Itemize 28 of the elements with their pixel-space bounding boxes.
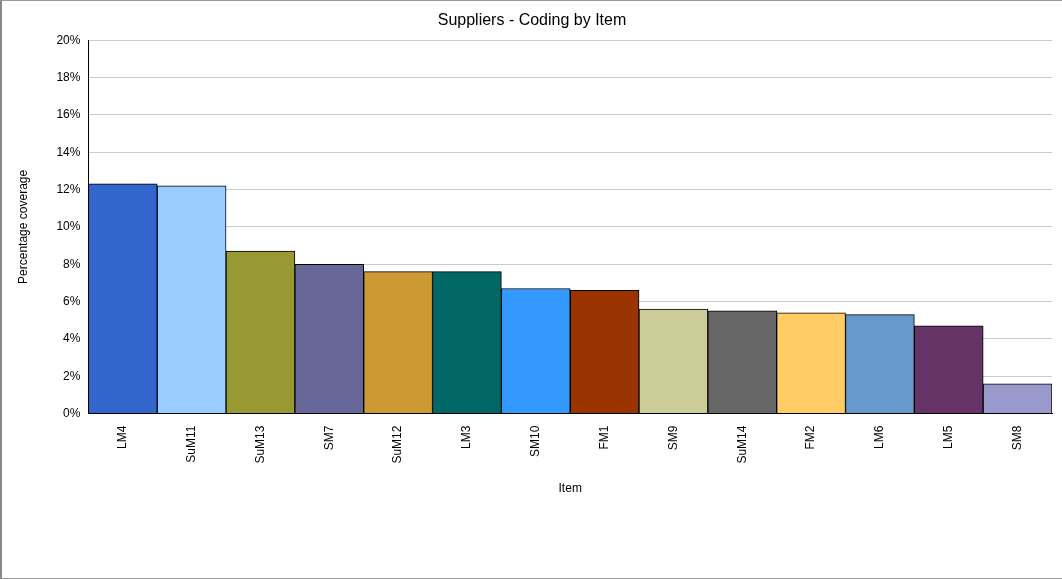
y-tick-label: 16% [56,107,81,122]
x-tick-label: SM10 [528,425,543,457]
y-tick-label: 6% [63,293,81,308]
x-tick-label: SM7 [321,425,336,451]
y-axis-title: Percentage coverage [15,169,30,284]
y-tick-label: 4% [63,331,81,346]
x-tick-label: SuM12 [390,425,405,464]
x-tick-label: FM2 [803,425,818,450]
x-tick-label: SuM13 [252,425,267,464]
x-tick-label: SM8 [1009,425,1024,451]
x-tick-label: LM5 [941,425,956,449]
x-tick-label: LM3 [459,425,474,449]
x-tick-label: SuM11 [183,425,198,463]
x-tick-label: LM6 [872,425,887,449]
x-tick-label: SuM14 [734,425,749,464]
chart-title: Suppliers - Coding by Item [437,11,627,29]
y-tick-label: 0% [63,405,81,420]
x-tick-label: LM4 [115,425,130,449]
x-tick-label: SM9 [665,425,680,451]
y-tick-label: 20% [56,32,81,47]
y-tick-label: 8% [63,256,81,271]
y-tick-label: 2% [63,368,81,383]
y-tick-label: 14% [56,144,81,159]
y-tick-label: 12% [56,181,81,196]
y-tick-label: 10% [56,219,81,234]
x-axis-title: Item [558,481,582,496]
y-tick-label: 18% [56,69,81,84]
x-tick-label: FM1 [596,425,611,450]
